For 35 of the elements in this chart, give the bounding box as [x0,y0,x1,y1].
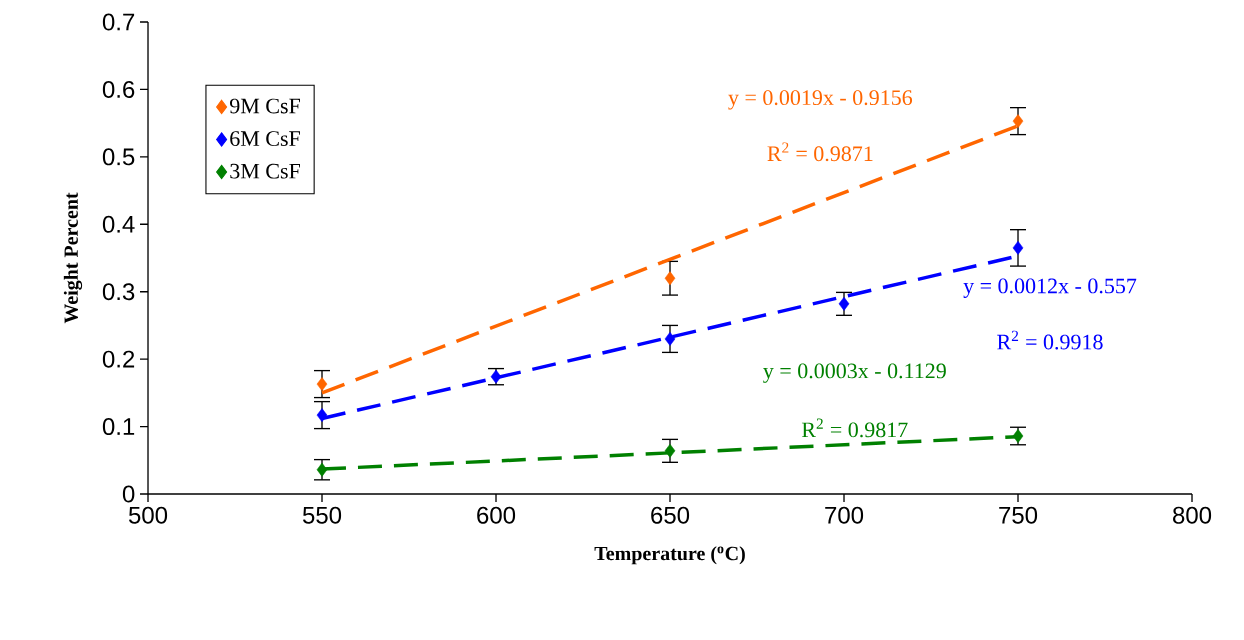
y-tick-label: 0 [122,485,135,503]
annotation: y = 0.0019x - 0.9156 [728,90,913,110]
x-tick-label: 550 [302,506,342,524]
annotation: R$^{2}$ = 0.9918 [997,330,1103,350]
y-tick-label: 0.3 [102,283,135,301]
point [316,408,328,423]
x-tick-label: 800 [1173,506,1212,524]
y-tick-label: 0.7 [102,13,135,31]
x-tick-label: 700 [825,506,864,524]
point [1012,114,1024,129]
x-tick-label: 650 [651,506,690,524]
annotation: y = 0.0003x - 0.1129 [763,363,946,383]
y-tick-label: 0.5 [102,148,135,166]
point [664,443,676,458]
point [838,296,850,311]
y-tick-label: 0.4 [102,215,135,233]
x-axis-title: Temperature ($^{o}$C) [594,546,745,565]
annotation: R$^{2}$ = 0.9817 [801,418,908,438]
x-tick-label: 600 [477,506,516,524]
point [316,377,328,392]
point [664,271,676,286]
point [1012,240,1024,255]
legend-label: 9M CsF [230,98,300,114]
legend-label: 6M CsF [230,131,300,146]
point [316,462,328,477]
x-tick-label: 750 [999,506,1038,524]
y-tick-label: 0.6 [102,80,135,98]
y-axis-title: Weight Percent [63,192,83,324]
annotation: R$^{2}$ = 0.9871 [767,142,873,162]
y-tick-label: 0.1 [102,418,135,436]
y-tick-label: 0.2 [102,350,135,368]
annotation: y = 0.0012x - 0.557 [963,278,1137,298]
legend-label: 3M CsF [230,163,300,179]
point [664,331,676,346]
x-tick-label: 500 [128,506,168,524]
